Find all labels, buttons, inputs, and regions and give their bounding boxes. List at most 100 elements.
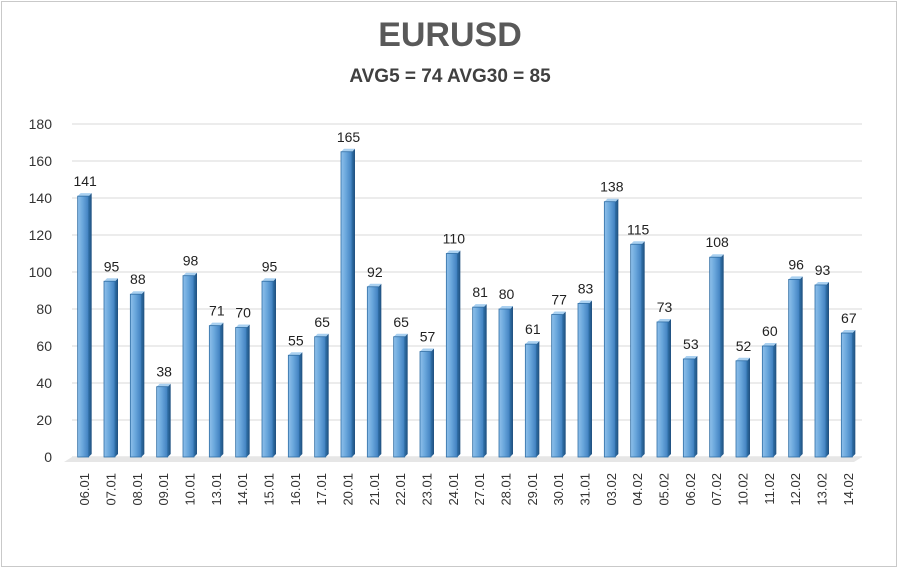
bar-side [299, 352, 303, 457]
x-tick-label: 31.01 [578, 473, 593, 506]
data-labels: 141 95 88 38 98 71 70 95 55 65 165 92 65 57 110 81 80 61 7… [73, 129, 856, 380]
bar-30.01 [551, 311, 566, 458]
data-label: 52 [736, 338, 752, 354]
x-tick-label: 09.01 [156, 473, 171, 506]
x-tick-label: 28.01 [499, 473, 514, 506]
bar-front [208, 325, 221, 458]
x-tick-label: 24.01 [446, 473, 461, 506]
bar-front [577, 303, 590, 458]
bar-top [578, 300, 592, 304]
bar-05.02 [656, 318, 671, 458]
bar-top [209, 322, 224, 326]
x-tick-label: 30.01 [551, 473, 566, 506]
y-tick-label: 20 [36, 412, 52, 428]
x-tick-label: 20.01 [341, 473, 356, 506]
x-tick-label: 11.02 [762, 473, 777, 505]
x-tick-label: 06.02 [683, 473, 698, 506]
bar-front [445, 253, 458, 458]
bar-top [393, 333, 408, 337]
bar-side [141, 291, 145, 457]
bar-top [762, 343, 777, 346]
chart-floor [64, 457, 862, 462]
bar-06.02 [682, 355, 698, 458]
bar-08.01 [129, 291, 145, 458]
bar-front [129, 293, 142, 458]
bar-top [156, 383, 171, 387]
x-tick-label: 08.01 [130, 473, 145, 506]
bar-06.01 [77, 193, 92, 458]
bar-side [431, 348, 434, 457]
bar-top [130, 291, 145, 295]
bar-14.01 [235, 324, 250, 458]
bar-top [183, 272, 197, 276]
bar-04.02 [630, 241, 645, 458]
data-label: 81 [472, 284, 488, 300]
bar-side [615, 198, 619, 457]
data-label: 92 [367, 264, 383, 280]
bar-front [235, 327, 248, 458]
x-tick-label: 05.02 [657, 473, 672, 506]
bar-side [483, 304, 487, 457]
data-label: 110 [443, 231, 466, 247]
x-tick-label: 14.01 [235, 473, 250, 506]
bar-07.01 [103, 278, 118, 458]
bar-front [788, 278, 801, 458]
bar-16.01 [287, 352, 303, 458]
data-label: 95 [262, 258, 278, 274]
bar-side [510, 306, 513, 457]
bar-side [852, 330, 856, 457]
data-label: 115 [627, 221, 650, 237]
x-axis: 06.01 07.01 08.01 09.01 10.01 13.01 14.01 15.01… [77, 473, 856, 506]
bar-17.01 [314, 333, 329, 458]
y-tick-label: 100 [29, 264, 53, 280]
x-tick-label: 29.01 [525, 473, 540, 506]
data-label: 61 [525, 321, 541, 337]
y-tick-label: 60 [36, 338, 52, 354]
bar-side [799, 276, 803, 457]
data-label: 65 [393, 314, 409, 330]
bar-front [182, 275, 195, 458]
bar-front [261, 280, 274, 458]
x-tick-label: 04.02 [630, 473, 645, 506]
bar-side [457, 250, 461, 457]
bar-top [815, 281, 829, 285]
data-label: 83 [578, 280, 594, 296]
bar-top [104, 278, 118, 282]
x-tick-label: 21.01 [367, 473, 382, 506]
bar-side [220, 322, 224, 457]
bar-10.02 [735, 357, 750, 458]
bar-front [761, 345, 774, 458]
bar-front [314, 336, 327, 458]
bar-front [156, 386, 169, 458]
x-tick-label: 23.01 [420, 473, 435, 506]
bar-03.02 [603, 198, 619, 458]
bar-front [77, 195, 90, 458]
y-tick-label: 40 [36, 375, 52, 391]
bar-top [472, 304, 487, 308]
bar-side [88, 193, 92, 457]
data-label: 95 [104, 258, 120, 274]
bar-front [709, 256, 722, 458]
data-label: 138 [600, 179, 624, 195]
data-label: 70 [235, 305, 251, 321]
data-label: 98 [183, 253, 199, 269]
x-tick-label: 14.02 [841, 473, 856, 506]
bar-side [668, 318, 671, 457]
x-tick-label: 15.01 [262, 473, 277, 506]
y-axis: 0 20 40 60 80 100 120 140 160 180 [29, 116, 53, 465]
bar-top [420, 348, 434, 352]
data-label: 88 [130, 271, 146, 287]
bar-side [115, 278, 118, 457]
x-tick-label: 22.01 [393, 473, 408, 506]
bar-front [340, 151, 353, 458]
bar-28.01 [498, 306, 513, 458]
x-tick-label: 16.01 [288, 473, 303, 506]
bar-top [736, 357, 750, 361]
data-label: 57 [420, 329, 436, 345]
x-tick-label: 13.02 [815, 473, 830, 506]
bar-top [683, 355, 698, 359]
bar-top [657, 318, 671, 322]
bar-24.01 [445, 250, 461, 458]
bar-side [378, 283, 382, 457]
bar-top [314, 333, 329, 337]
